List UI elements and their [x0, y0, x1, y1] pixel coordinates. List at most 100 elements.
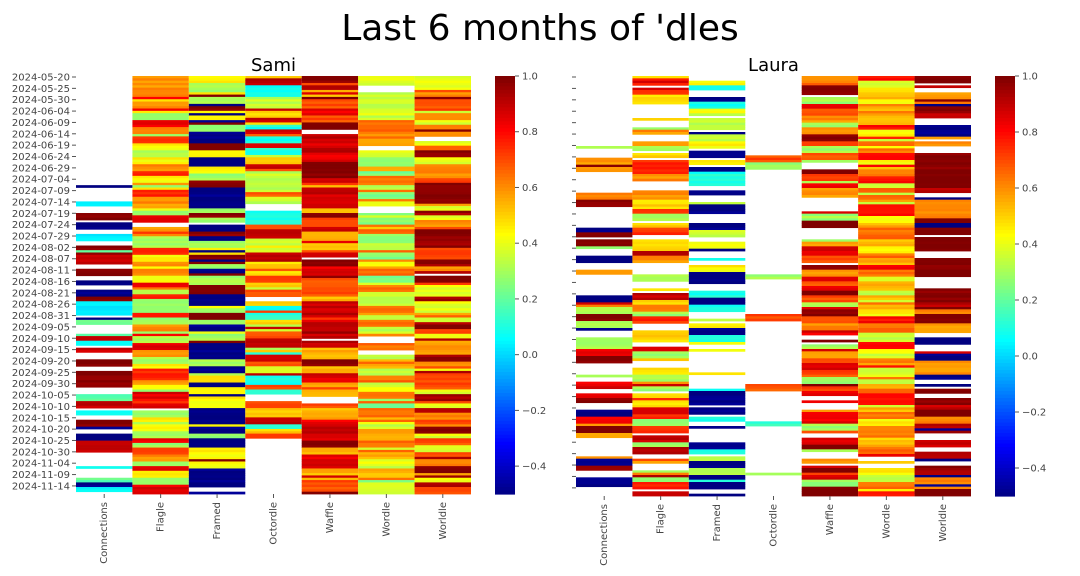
- heatmap-cell: [858, 234, 915, 238]
- heatmap-cell: [132, 182, 189, 186]
- heatmap-cell: [358, 380, 415, 383]
- heatmap-cell: [688, 302, 746, 306]
- heatmap-cell: [358, 271, 415, 274]
- heatmap-cell: [132, 127, 189, 130]
- heatmap-cell: [914, 176, 971, 180]
- heatmap-cell: [414, 289, 471, 293]
- heatmap-cell: [632, 164, 689, 168]
- heatmap-cell: [76, 426, 133, 430]
- heatmap-cell: [76, 401, 133, 404]
- heatmap-cell: [188, 480, 246, 483]
- colorbar-segment: [995, 237, 1015, 242]
- heatmap-cell: [632, 80, 689, 84]
- heatmap-cell: [358, 236, 415, 239]
- colorbar-segment: [495, 173, 515, 178]
- heatmap-cell: [414, 491, 471, 495]
- heatmap-cell: [914, 339, 971, 343]
- heatmap-cell: [414, 82, 471, 86]
- heatmap-cell: [132, 387, 189, 390]
- heatmap-cell: [858, 472, 915, 476]
- heatmap-cell: [301, 373, 359, 376]
- colorbar-segment: [495, 372, 515, 377]
- heatmap-cell: [914, 160, 971, 163]
- colorbar-segment: [495, 145, 515, 150]
- heatmap-cell: [132, 108, 189, 112]
- heatmap-cell: [858, 297, 915, 301]
- colorbar-segment: [495, 323, 515, 328]
- heatmap-cell: [188, 141, 246, 144]
- heatmap-cell: [76, 333, 133, 337]
- heatmap-cell: [858, 342, 915, 345]
- heatmap-cell: [576, 400, 633, 404]
- heatmap-cell: [576, 255, 633, 259]
- heatmap-cell: [358, 391, 415, 395]
- heatmap-cell: [914, 342, 971, 345]
- heatmap-cell: [414, 408, 471, 411]
- heatmap-cell: [358, 199, 415, 202]
- colorbar-segment: [995, 461, 1015, 466]
- colorbar-segment: [995, 247, 1015, 252]
- heatmap-cell: [245, 422, 302, 425]
- heatmap-cell: [358, 243, 415, 246]
- heatmap-cell: [188, 391, 246, 395]
- colorbar-segment: [495, 302, 515, 307]
- y-tick-label: 2024-06-04: [12, 107, 70, 118]
- heatmap-cell: [414, 76, 471, 79]
- heatmap-cell: [576, 356, 633, 359]
- heatmap-column-framed: [188, 76, 246, 495]
- heatmap-cell: [801, 304, 859, 308]
- heatmap-cell: [132, 324, 189, 328]
- heatmap-cell: [414, 278, 471, 281]
- heatmap-cell: [188, 331, 246, 335]
- heatmap-cell: [132, 359, 189, 363]
- heatmap-cell: [414, 275, 471, 279]
- colorbar-segment: [995, 114, 1015, 119]
- heatmap-cell: [858, 262, 915, 266]
- heatmap-cell: [688, 447, 746, 450]
- y-tick-label: 2024-09-30: [12, 379, 70, 390]
- heatmap-cell: [801, 211, 859, 215]
- heatmap-cell: [188, 401, 246, 404]
- y-tick-label: 2024-09-05: [12, 322, 70, 333]
- heatmap-cell: [576, 160, 633, 163]
- heatmap-cell: [245, 187, 302, 191]
- heatmap-cell: [245, 80, 302, 84]
- heatmap-cell: [245, 199, 302, 202]
- heatmap-cell: [188, 103, 246, 107]
- colorbar-segment: [495, 103, 515, 108]
- heatmap-cell: [414, 377, 471, 381]
- heatmap-cell: [914, 398, 971, 401]
- heatmap-cell: [632, 472, 689, 476]
- heatmap-cell: [858, 113, 915, 117]
- heatmap-cell: [801, 97, 859, 100]
- heatmap-cell: [914, 85, 971, 89]
- heatmap-cell: [301, 157, 359, 160]
- heatmap-cell: [914, 479, 971, 483]
- heatmap-cell: [358, 78, 415, 82]
- heatmap-cell: [858, 304, 915, 308]
- heatmap-cell: [188, 178, 246, 181]
- heatmap-cell: [414, 294, 471, 298]
- heatmap-cell: [245, 391, 302, 395]
- heatmap-cell: [801, 255, 859, 259]
- heatmap-cell: [132, 326, 189, 330]
- colorbar-segment: [495, 441, 515, 446]
- heatmap-cell: [858, 428, 915, 432]
- heatmap-cell: [245, 291, 302, 295]
- heatmap-cell: [358, 124, 415, 128]
- heatmap-cell: [358, 326, 415, 330]
- colorbar-segment: [995, 163, 1015, 168]
- heatmap-cell: [245, 410, 302, 414]
- heatmap-cell: [414, 482, 471, 486]
- heatmap-cell: [688, 122, 746, 126]
- heatmap-cell: [688, 281, 746, 285]
- heatmap-cell: [245, 285, 302, 288]
- y-tick-label: 2024-10-30: [12, 447, 70, 458]
- colorbar-segment: [995, 433, 1015, 438]
- heatmap-cell: [132, 185, 189, 188]
- heatmap-cell: [632, 206, 689, 210]
- heatmap-cell: [801, 416, 859, 420]
- heatmap-cell: [414, 89, 471, 93]
- heatmap-cell: [632, 174, 689, 177]
